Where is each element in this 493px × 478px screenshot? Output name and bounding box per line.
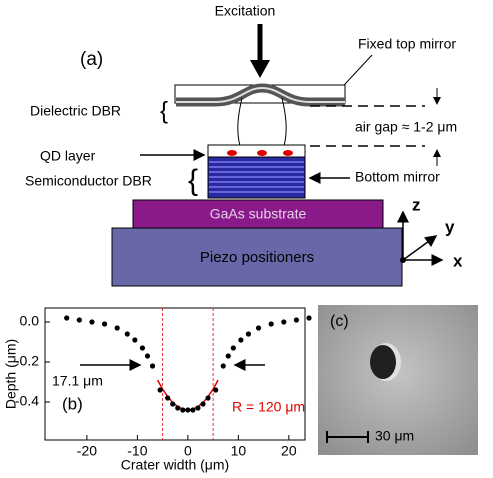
axis-arrow (403, 236, 436, 260)
label: QD layer (40, 148, 96, 164)
data-point (89, 319, 94, 324)
data-point (150, 363, 155, 368)
panel-label: (a) (80, 49, 103, 70)
data-point (77, 317, 82, 322)
axis-label: z (412, 195, 421, 214)
data-point (200, 401, 205, 406)
data-point (213, 387, 218, 392)
data-point (231, 345, 236, 350)
label: Bottom mirror (355, 169, 440, 185)
figure: Excitation (a) Fixed top mirror Dielectr… (0, 0, 493, 478)
data-point (158, 387, 163, 392)
label: Piezo positioners (200, 249, 314, 266)
diagram: Excitation (a) Fixed top mirror Dielectr… (25, 3, 463, 286)
dbr-stripes (209, 162, 304, 192)
data-point (306, 315, 311, 320)
x-axis-label: Crater width (μm) (121, 457, 229, 473)
label: GaAs substrate (210, 206, 307, 222)
axis-label: x (453, 251, 463, 270)
data-point (195, 405, 200, 410)
data-point (180, 407, 185, 412)
data-point (281, 319, 286, 324)
label: Dielectric DBR (30, 103, 121, 119)
label: Excitation (215, 3, 276, 19)
label: Semiconductor DBR (25, 173, 152, 189)
data-point (205, 395, 210, 400)
annotation: R = 120 μm (232, 399, 305, 415)
data-point (170, 401, 175, 406)
x-tick-label: -20 (77, 443, 97, 459)
axis-label: y (445, 217, 455, 236)
data-point (185, 407, 190, 412)
data-point (294, 317, 299, 322)
panel-label: (c) (330, 313, 349, 330)
beam (238, 98, 286, 146)
data-point (102, 321, 107, 326)
data-point (256, 325, 261, 330)
brace: { (160, 97, 168, 124)
data-point (221, 363, 226, 368)
data-point (246, 331, 251, 336)
crater (370, 345, 396, 379)
x-tick-label: 10 (231, 443, 247, 459)
scale-label: 30 μm (375, 428, 414, 444)
arrow-head (250, 60, 270, 78)
data-point (64, 315, 69, 320)
y-axis-label: Depth (μm) (3, 339, 19, 409)
label: Fixed top mirror (358, 36, 456, 52)
data-point (175, 405, 180, 410)
data-point (145, 353, 150, 358)
data-point (269, 321, 274, 326)
brace: { (188, 164, 198, 197)
data-point (115, 325, 120, 330)
data-point (125, 331, 130, 336)
data-point (140, 345, 145, 350)
label: air gap ≈ 1-2 μm (355, 119, 457, 135)
data-point (226, 353, 231, 358)
fit-curve (158, 380, 219, 410)
annotation: 17.1 μm (52, 373, 103, 389)
x-tick-label: 20 (281, 443, 297, 459)
panel-label: (b) (62, 394, 83, 413)
data-point (238, 337, 243, 342)
y-tick-label: 0.0 (20, 313, 40, 329)
data-point (165, 395, 170, 400)
data-point (132, 337, 137, 342)
data-point (190, 407, 195, 412)
sem-image: (c) 30 μm (318, 305, 478, 455)
